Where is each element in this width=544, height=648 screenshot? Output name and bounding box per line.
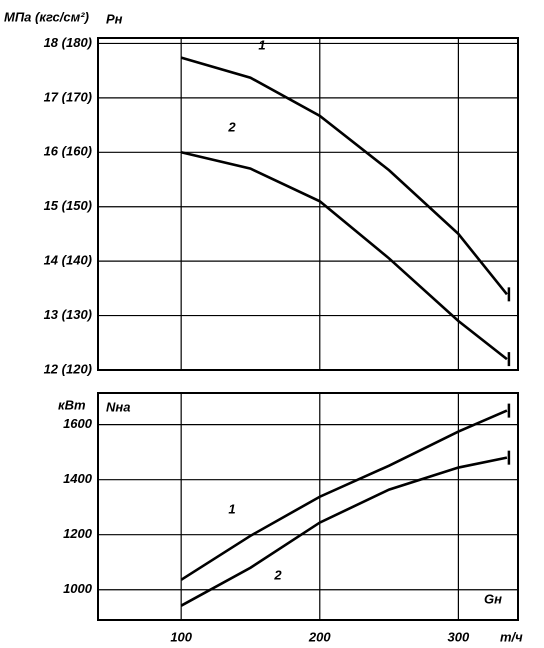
curve-label: 2: [273, 567, 282, 582]
x-tick-label: 100: [170, 629, 192, 644]
y-axis-name: Pн: [106, 11, 123, 26]
x-tick-label: 300: [448, 629, 470, 644]
y-tick-label: 1400: [63, 471, 93, 486]
y-tick-label: 17 (170): [44, 89, 92, 104]
y-tick-label: 16 (160): [44, 144, 92, 159]
y-tick-label: 15 (150): [44, 198, 92, 213]
y-tick-label: 1000: [63, 581, 93, 596]
curve: [180, 151, 508, 361]
curve: [180, 409, 508, 581]
y-tick-label: 14 (140): [44, 253, 92, 268]
y-tick-label: 1200: [63, 526, 93, 541]
curve-label: 1: [228, 501, 235, 516]
x-tick-label: 200: [308, 629, 331, 644]
curve: [180, 456, 508, 607]
y-tick-label: 12 (120): [44, 361, 92, 376]
x-axis-name: Gн: [484, 591, 502, 606]
y-tick-label: 18 (180): [44, 35, 92, 50]
plot-frame: [97, 392, 519, 621]
y-tick-label: 13 (130): [44, 307, 92, 322]
y-axis-label: МПа (кгс/см²): [4, 9, 89, 24]
plot-frame: [97, 37, 519, 371]
curve: [180, 56, 508, 296]
x-axis-unit: т/ч: [500, 629, 523, 644]
y-tick-label: 1600: [63, 416, 93, 431]
y-axis-label: кВт: [58, 397, 86, 412]
y-axis-name: Nна: [106, 399, 130, 414]
curve-label: 1: [258, 37, 265, 52]
curve-label: 2: [227, 119, 236, 134]
